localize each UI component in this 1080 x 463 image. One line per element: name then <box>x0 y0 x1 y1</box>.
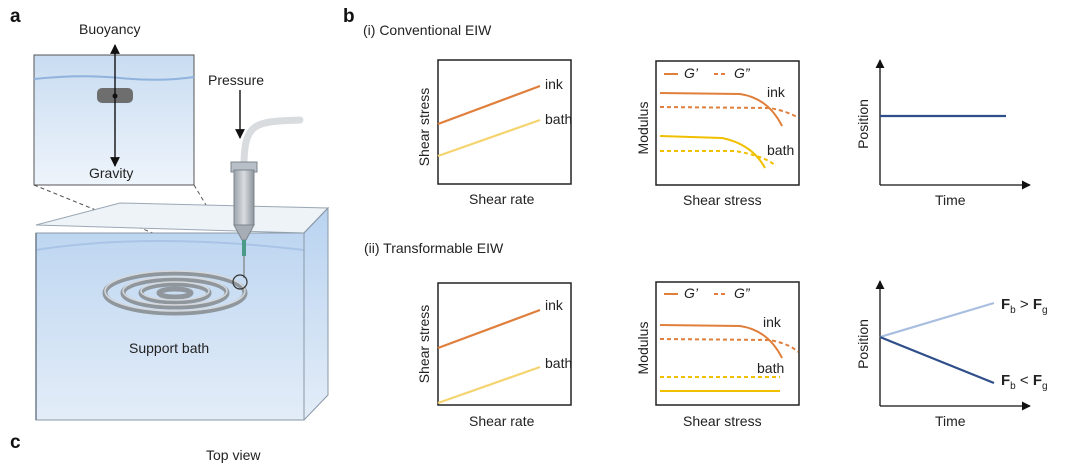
tank-top-back <box>35 202 330 234</box>
rising-position-line <box>879 301 995 339</box>
panel-a-illustration <box>33 44 330 421</box>
row2-title: (ii) Transformable EIW <box>364 240 504 256</box>
row2-ink-label: ink <box>545 297 563 313</box>
row1-modulus-bath-label: bath <box>767 142 795 158</box>
row2-modulus-plot <box>655 281 800 406</box>
row1-position-label: Position <box>855 99 871 149</box>
zoom-circle <box>232 274 248 290</box>
row2-time-label: Time <box>935 413 966 429</box>
syringe-tube <box>240 116 304 169</box>
water-surface <box>35 240 305 251</box>
row1-modulus-ink-label: ink <box>767 84 785 100</box>
row2-flow-plot <box>437 282 572 406</box>
row2-gprime-legend: G’ <box>684 285 698 301</box>
row1-shear-stress-xlabel: Shear stress <box>683 192 762 208</box>
syringe-needle <box>242 240 246 256</box>
row2-modulus-label: Modulus <box>635 322 651 375</box>
row2-shear-stress-label: Shear stress <box>416 305 432 384</box>
row2-modulus-bath-label: bath <box>757 360 785 376</box>
row1-modulus-plot <box>655 60 800 186</box>
gravity-label: Gravity <box>89 165 134 181</box>
support-bath-label: Support bath <box>129 340 210 356</box>
panel-a-label: a <box>10 6 21 27</box>
top-view-label: Top view <box>206 447 261 463</box>
row2-gdoubleprime-legend: G” <box>734 285 750 301</box>
ink-flow-curve-2 <box>437 308 541 350</box>
fb-less-than-fg: Fb < Fg <box>1001 372 1048 392</box>
row1-bath-label: bath <box>545 111 573 127</box>
bath-flow-curve-2 <box>437 365 541 405</box>
row1-gdoubleprime-legend: G” <box>734 65 750 81</box>
inset-water-surface <box>33 75 195 81</box>
fb-greater-than-fg: Fb > Fg <box>1001 296 1048 316</box>
row1-position-plot <box>875 59 1031 190</box>
row2-shear-stress-xlabel: Shear stress <box>683 413 762 429</box>
row2-position-plot <box>875 280 1031 411</box>
panel-b-label: b <box>343 6 355 27</box>
pressure-label: Pressure <box>208 72 265 88</box>
panel-c-label: c <box>10 432 21 453</box>
row1-time-label: Time <box>935 192 966 208</box>
syringe-barrel <box>233 169 255 226</box>
row1-modulus-label: Modulus <box>635 102 651 155</box>
row1-ink-label: ink <box>545 76 563 92</box>
row1-shear-stress-label: Shear stress <box>416 88 432 167</box>
row2-position-label: Position <box>855 319 871 369</box>
bath-flow-curve <box>437 118 541 158</box>
row2-modulus-ink-label: ink <box>763 314 781 330</box>
row2-shear-rate-label: Shear rate <box>469 413 535 429</box>
sinking-position-line <box>879 335 995 385</box>
buoyancy-label: Buoyancy <box>79 21 141 37</box>
row1-title: (i) Conventional EIW <box>363 22 492 38</box>
force-origin-dot <box>112 93 118 99</box>
row1-shear-rate-label: Shear rate <box>469 191 535 207</box>
row1-flow-plot <box>437 59 572 185</box>
ink-flow-curve <box>437 84 541 126</box>
row1-gprime-legend: G’ <box>684 65 698 81</box>
row2-bath-label: bath <box>545 355 573 371</box>
